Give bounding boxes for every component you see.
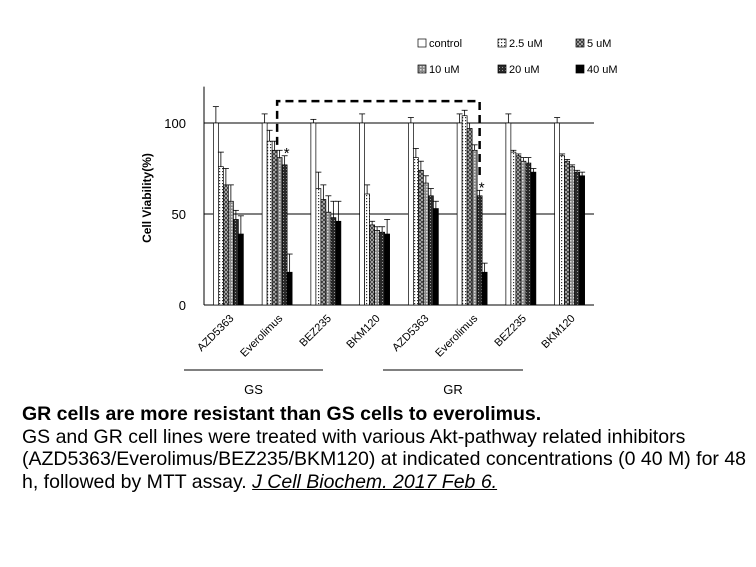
x-tick-label: BKM120: [539, 313, 577, 351]
x-tick-label: AZD5363: [390, 313, 431, 354]
bar: [481, 271, 488, 306]
x-tick-label: BEZ235: [492, 313, 529, 350]
bar: [476, 195, 483, 306]
bar: [564, 160, 570, 306]
comparison-bracket: [275, 99, 481, 178]
bar: [266, 140, 273, 306]
bar: [423, 182, 429, 306]
y-tick-label: 50: [172, 207, 186, 222]
caption-body-text: GS and GR cell lines were treated with v…: [22, 425, 747, 493]
bar: [413, 157, 419, 306]
bar: [525, 162, 532, 306]
x-tick-label: Everolimus: [238, 312, 285, 359]
bar: [408, 122, 414, 306]
bar: [428, 195, 434, 306]
x-tick-label: AZD5363: [195, 313, 236, 354]
bar: [213, 122, 219, 306]
bar: [233, 219, 239, 306]
bar: [574, 171, 580, 306]
chart-legend: control 2.5 uM 5 uM 10 uM 20 uM 40 uM: [417, 38, 618, 76]
bar: [218, 166, 224, 306]
x-tick-label: BEZ235: [297, 313, 334, 350]
caption-title: GR cells are more resistant than GS cell…: [22, 403, 542, 425]
bar: [569, 166, 575, 306]
bar: [228, 200, 234, 306]
bar: [530, 171, 537, 306]
legend-swatch: [575, 64, 585, 74]
legend-label: 40 uM: [587, 64, 618, 76]
significance-marker: *: [284, 145, 290, 162]
bar: [384, 233, 390, 306]
legend-swatch: [497, 64, 507, 74]
bar: [510, 151, 517, 306]
legend-swatch: [575, 38, 585, 48]
caption-body: GS and GR cell lines were treated with v…: [22, 426, 752, 494]
y-tick-label: 0: [179, 298, 186, 313]
bar: [433, 208, 439, 306]
bar: [281, 164, 288, 306]
bar: [466, 128, 473, 306]
bar: [320, 199, 327, 306]
significance-marker: *: [479, 179, 485, 196]
bar: [238, 233, 244, 306]
bar: [559, 155, 565, 306]
bar: [456, 122, 463, 306]
legend-label: 20 uM: [509, 64, 540, 76]
bar: [364, 193, 370, 306]
legend-label: control: [429, 38, 462, 50]
legend-swatch: [497, 38, 507, 48]
legend-swatch: [417, 64, 427, 74]
bar: [276, 157, 283, 306]
bar: [579, 175, 585, 306]
group-label: GR: [443, 382, 463, 397]
bar: [505, 122, 512, 306]
bar: [310, 122, 317, 306]
figure-caption: GR cells are more resistant than GS cell…: [22, 403, 752, 493]
bar: [335, 220, 342, 306]
x-tick-label: Everolimus: [433, 312, 480, 359]
bar: [369, 224, 375, 306]
group-label: GS: [244, 382, 263, 397]
bar: [271, 149, 278, 306]
bar: [461, 115, 468, 306]
y-tick-label: 100: [164, 116, 186, 131]
citation-link[interactable]: J Cell Biochem. 2017 Feb 6.: [252, 470, 498, 493]
y-axis-label: Cell Viability(%): [140, 153, 154, 243]
legend-label: 5 uM: [587, 38, 611, 50]
bar: [374, 230, 380, 306]
legend-swatch: [417, 38, 427, 48]
legend-label: 2.5 uM: [509, 38, 543, 50]
bar: [223, 184, 229, 306]
bar: [325, 211, 332, 306]
bar: [520, 160, 527, 306]
bar: [330, 217, 337, 306]
bar: [359, 122, 365, 306]
chart: control 2.5 uM 5 uM 10 uM 20 uM 40 uM Cell Vi…: [140, 38, 618, 397]
bar: [515, 155, 522, 306]
legend-label: 10 uM: [429, 64, 460, 76]
bar: [286, 271, 293, 306]
bar: [261, 122, 268, 306]
bar: [315, 188, 322, 306]
bar: [554, 122, 560, 306]
bar: [379, 231, 385, 306]
x-tick-label: BKM120: [344, 313, 382, 351]
bar: [418, 169, 424, 306]
bar: [471, 149, 478, 306]
